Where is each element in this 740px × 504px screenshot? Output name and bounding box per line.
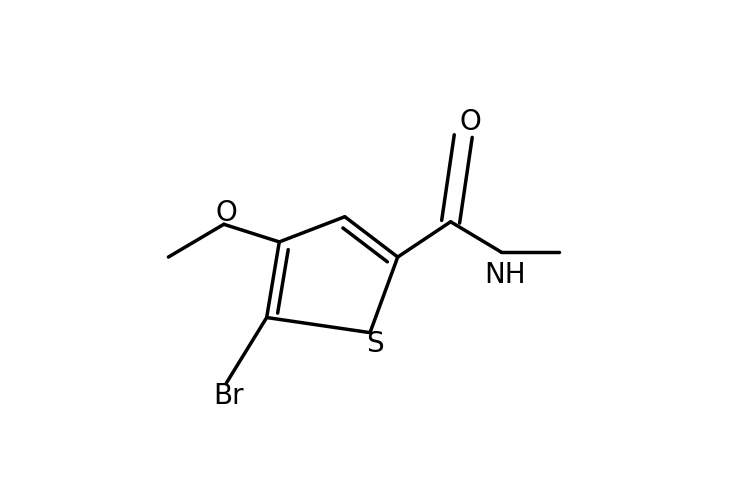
Text: S: S bbox=[366, 330, 384, 358]
Text: O: O bbox=[215, 199, 238, 227]
Text: O: O bbox=[460, 108, 482, 136]
Text: Br: Br bbox=[214, 382, 244, 410]
Text: NH: NH bbox=[484, 261, 526, 289]
